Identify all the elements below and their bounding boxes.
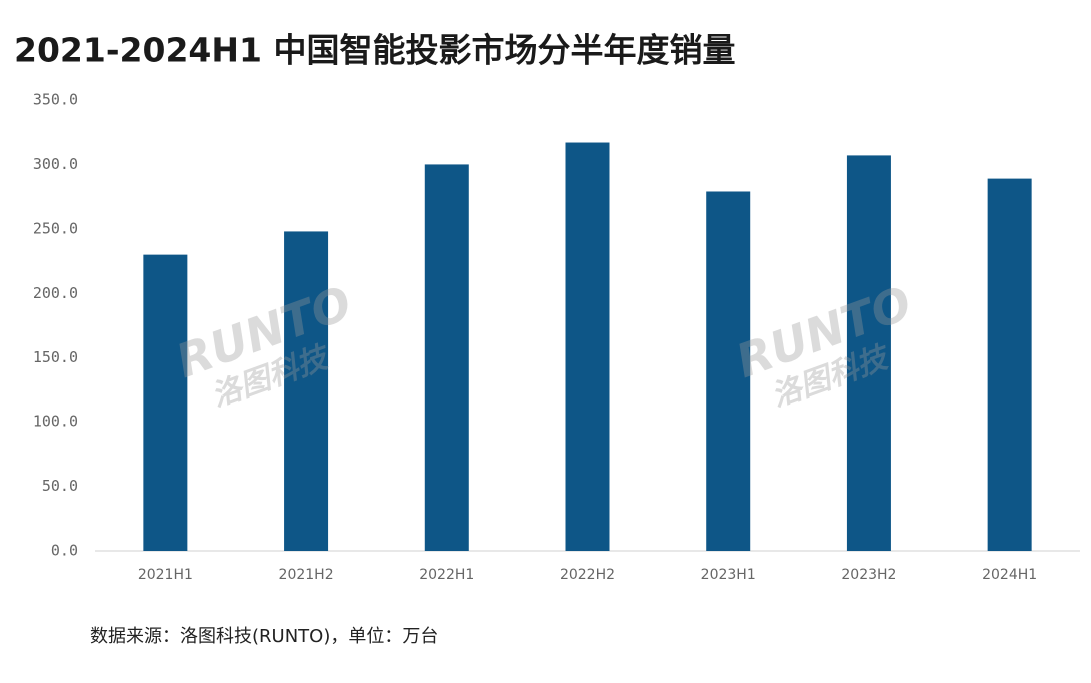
y-tick-label: 150.0	[33, 348, 78, 366]
bar	[424, 164, 469, 551]
y-tick-label: 250.0	[33, 219, 78, 237]
y-tick-label: 0.0	[51, 542, 78, 560]
y-tick-label: 350.0	[33, 91, 78, 109]
chart-title: 2021-2024H1 中国智能投影市场分半年度销量	[14, 31, 735, 70]
bar	[846, 155, 891, 551]
bar	[987, 178, 1032, 552]
y-tick-label: 300.0	[33, 155, 78, 173]
bar	[706, 191, 751, 551]
bar	[284, 231, 329, 552]
x-tick-label: 2024H1	[982, 567, 1037, 583]
x-tick-label: 2021H2	[279, 567, 334, 583]
x-tick-label: 2022H2	[560, 567, 615, 583]
x-tick-label: 2023H2	[841, 567, 896, 583]
y-tick-label: 100.0	[33, 413, 78, 431]
x-tick-label: 2023H1	[701, 567, 756, 583]
source-note: 数据来源：洛图科技(RUNTO)，单位：万台	[90, 626, 438, 647]
bar	[143, 254, 188, 551]
y-tick-label: 200.0	[33, 284, 78, 302]
y-tick-label: 50.0	[42, 477, 78, 495]
bar	[565, 142, 610, 551]
x-tick-label: 2021H1	[138, 567, 193, 583]
x-tick-label: 2022H1	[419, 567, 474, 583]
